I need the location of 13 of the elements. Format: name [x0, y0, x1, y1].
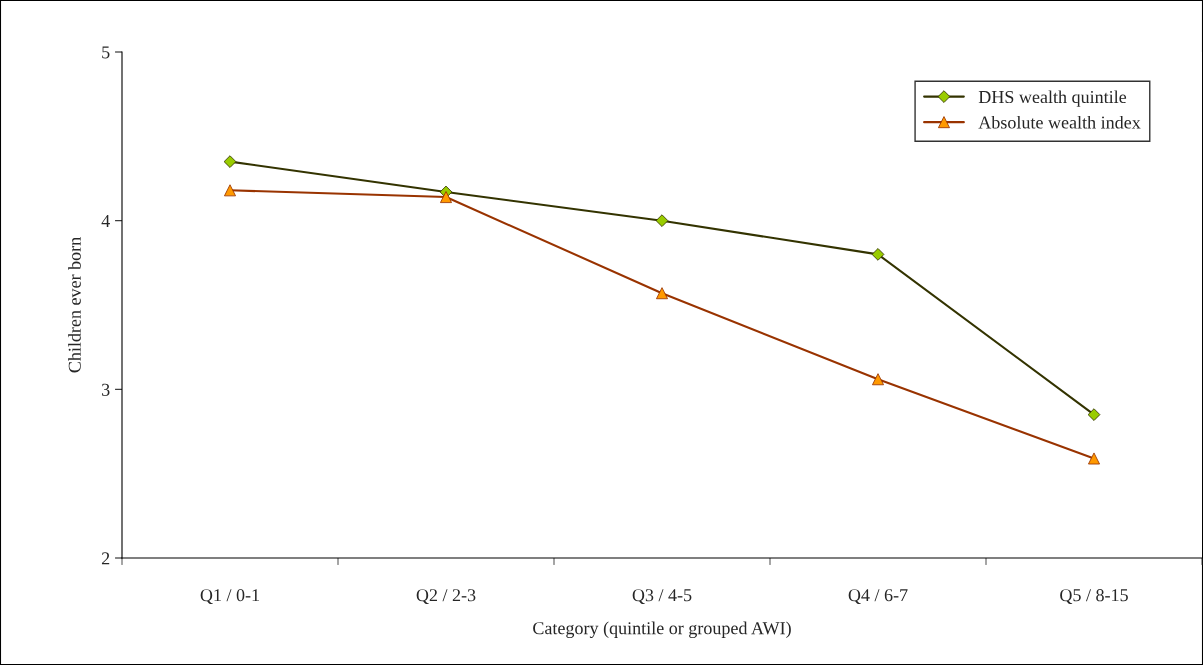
- y-tick-label: 4: [101, 215, 110, 227]
- legend-label: Absolute wealth index: [978, 115, 1141, 129]
- y-tick-label: 5: [102, 46, 110, 59]
- y-tick-label: 2: [101, 552, 110, 565]
- x-tick-label: Q1 / 0-1: [200, 589, 260, 605]
- y-axis-title: Children ever born: [68, 237, 81, 373]
- legend-label: DHS wealth quintile: [978, 90, 1127, 107]
- x-axis-title: Category (quintile or grouped AWI): [533, 621, 791, 639]
- x-tick-label: Q4 / 6-7: [848, 589, 908, 605]
- y-tick-label: 3: [102, 383, 110, 396]
- x-tick-label: Q2 / 2-3: [416, 589, 476, 605]
- x-tick-label: Q3 / 4-5: [632, 589, 692, 605]
- x-tick-label: Q5 / 8-15: [1060, 589, 1128, 605]
